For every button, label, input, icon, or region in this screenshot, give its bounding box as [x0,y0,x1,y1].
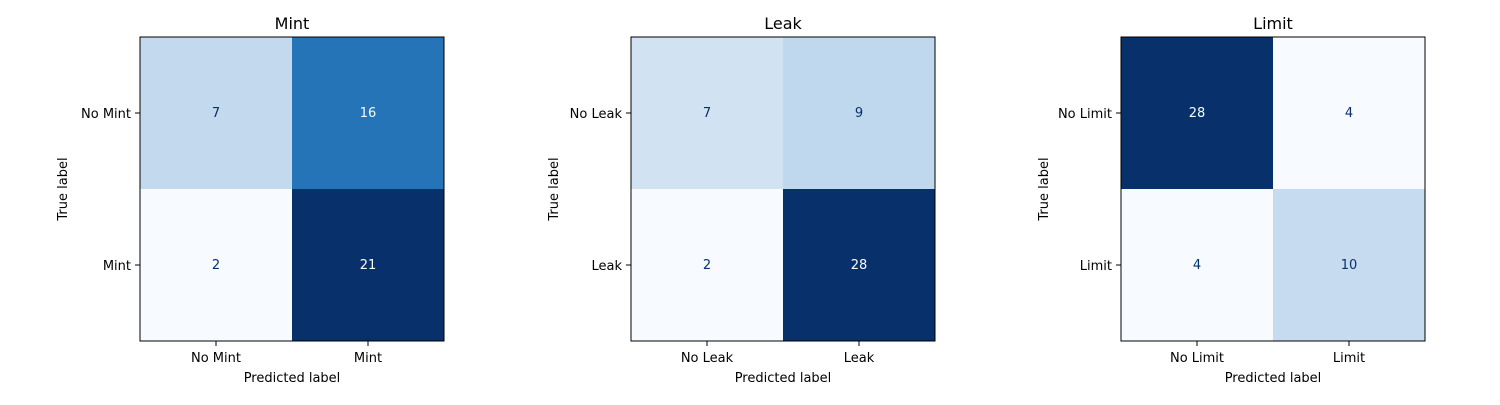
panel-2-y-tick-label-1: Leak [591,259,622,274]
panel-3-axes-frame [1120,36,1426,342]
panel-2-cell-r1-c0 [631,189,783,341]
panel-3-cell-r0-c0 [1121,37,1273,189]
panel-3-y-tick-label-1: Limit [1080,259,1112,274]
panel-1-x-axis-label: Predicted label [244,371,341,386]
panel-1-cell-r0-c0 [140,37,292,189]
panel-1-y-tick-label-1: Mint [103,259,131,274]
panel-2-y-tick-label-0: No Leak [570,107,623,122]
panel-1-x-tick-label-1: Mint [354,351,382,366]
panel-3-cell-value-r0-c1: 4 [1345,106,1353,121]
panel-2-cell-value-r0-c1: 9 [855,106,863,121]
panel-3-x-axis-label: Predicted label [1225,371,1322,386]
panel-2-cell-r0-c1 [783,37,935,189]
panel-3-y-axis-label: True label [1037,157,1052,221]
panel-1-cell-value-r1-c0: 2 [212,258,220,273]
panel-3-cell-r0-c1 [1273,37,1425,189]
panel-3-cell-value-r0-c0: 28 [1189,106,1206,121]
panel-3-x-tick-label-1: Limit [1333,351,1365,366]
panel-2-cell-r1-c1 [783,189,935,341]
panel-3-cell-value-r1-c0: 4 [1193,258,1201,273]
panel-2-cell-value-r0-c0: 7 [703,106,711,121]
panel-3-cell-value-r1-c1: 10 [1341,258,1358,273]
panel-3-cell-r1-c0 [1121,189,1273,341]
panel-2-cell-value-r1-c0: 2 [703,258,711,273]
panel-2-y-axis-label: True label [547,157,562,221]
panel-3-x-tick-label-0: No Limit [1170,351,1224,366]
panel-1-cell-r1-c0 [140,189,292,341]
panel-1-title: Mint [275,14,310,33]
panel-2-title: Leak [764,14,802,33]
panel-2-x-tick-label-1: Leak [844,351,875,366]
panel-1-cell-value-r0-c1: 16 [360,106,377,121]
panel-2-axes-frame [630,36,936,342]
panel-2-x-axis-label: Predicted label [735,371,832,386]
panel-1-cell-r1-c1 [292,189,444,341]
panel-1-cell-r0-c1 [292,37,444,189]
panel-1-cell-value-r1-c1: 21 [360,258,377,273]
panel-2-x-tick-label-0: No Leak [681,351,734,366]
panel-3-y-tick-label-0: No Limit [1058,107,1112,122]
panel-1-x-tick-label-0: No Mint [191,351,241,366]
panel-3-cell-r1-c1 [1273,189,1425,341]
panel-1-cell-value-r0-c0: 7 [212,106,220,121]
panel-2-cell-value-r1-c1: 28 [851,258,868,273]
panel-3-title: Limit [1253,14,1293,33]
panel-1-axes-frame [139,36,445,342]
panel-2-cell-r0-c0 [631,37,783,189]
panel-1-y-axis-label: True label [56,157,71,221]
panel-1-y-tick-label-0: No Mint [81,107,131,122]
